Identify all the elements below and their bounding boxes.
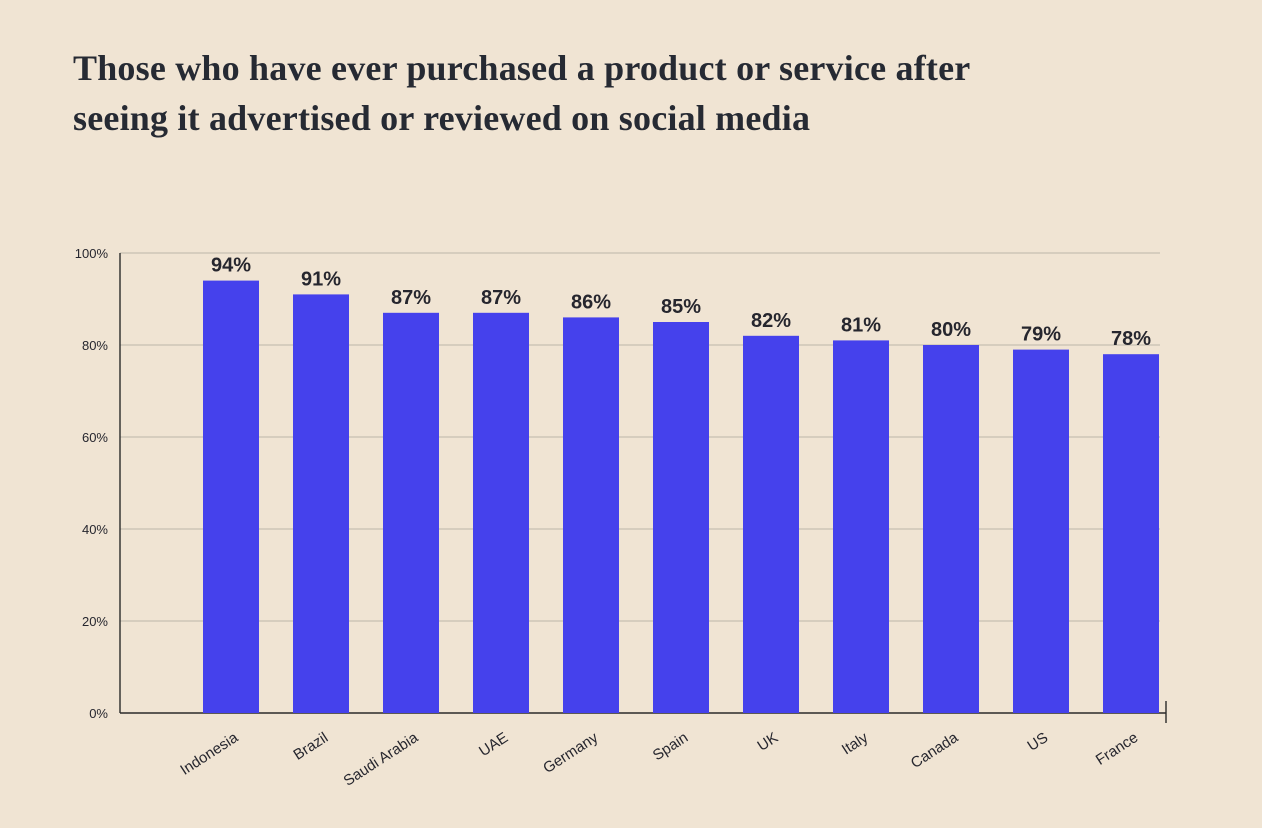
bar-France [1103,354,1159,713]
bar-value-label-France: 78% [1111,328,1151,350]
y-tick-label-0%: 0% [89,706,108,721]
x-tick-label-US: US [1024,729,1051,755]
bar-UAE [473,312,529,713]
y-tick-label-40%: 40% [82,522,108,537]
bar-Saudi Arabia [383,312,439,713]
x-tick-label-UAE: UAE [476,729,511,760]
x-tick-label-Canada: Canada [908,729,962,772]
bar-US [1013,349,1069,713]
bar-value-label-Brazil: 91% [301,268,341,290]
bar-value-label-Spain: 85% [661,296,701,318]
x-tick-label-Saudi Arabia: Saudi Arabia [341,729,422,790]
bar-value-label-Italy: 81% [841,314,881,336]
x-tick-label-France: France [1093,729,1141,769]
bar-value-label-Germany: 86% [571,291,611,313]
chart-title-line-2: seeing it advertised or reviewed on soci… [73,97,811,138]
bar-Indonesia [203,280,259,713]
y-tick-label-20%: 20% [82,614,108,629]
chart-title: Those who have ever purchased a product … [73,44,1183,143]
y-tick-label-60%: 60% [82,430,108,445]
bar-Germany [563,317,619,713]
x-tick-label-Italy: Italy [839,729,872,759]
bar-value-label-Indonesia: 94% [211,255,251,277]
bar-value-label-UK: 82% [751,310,791,332]
chart-title-line-1: Those who have ever purchased a product … [73,48,971,88]
y-tick-label-100%: 100% [75,246,109,261]
x-tick-label-Brazil: Brazil [290,729,331,764]
bar-value-label-US: 79% [1021,324,1061,346]
bar-value-label-Canada: 80% [931,319,971,341]
y-tick-label-80%: 80% [82,338,108,353]
bar-value-label-UAE: 87% [481,287,521,309]
bar-Brazil [293,294,349,713]
bar-value-label-Saudi Arabia: 87% [391,287,431,309]
x-tick-label-Spain: Spain [650,729,691,764]
bar-Canada [923,345,979,713]
x-tick-label-Indonesia: Indonesia [177,729,241,779]
bar-Spain [653,322,709,713]
bar-UK [743,335,799,713]
bar-Italy [833,340,889,713]
x-tick-label-UK: UK [754,729,781,755]
x-tick-label-Germany: Germany [540,729,601,777]
